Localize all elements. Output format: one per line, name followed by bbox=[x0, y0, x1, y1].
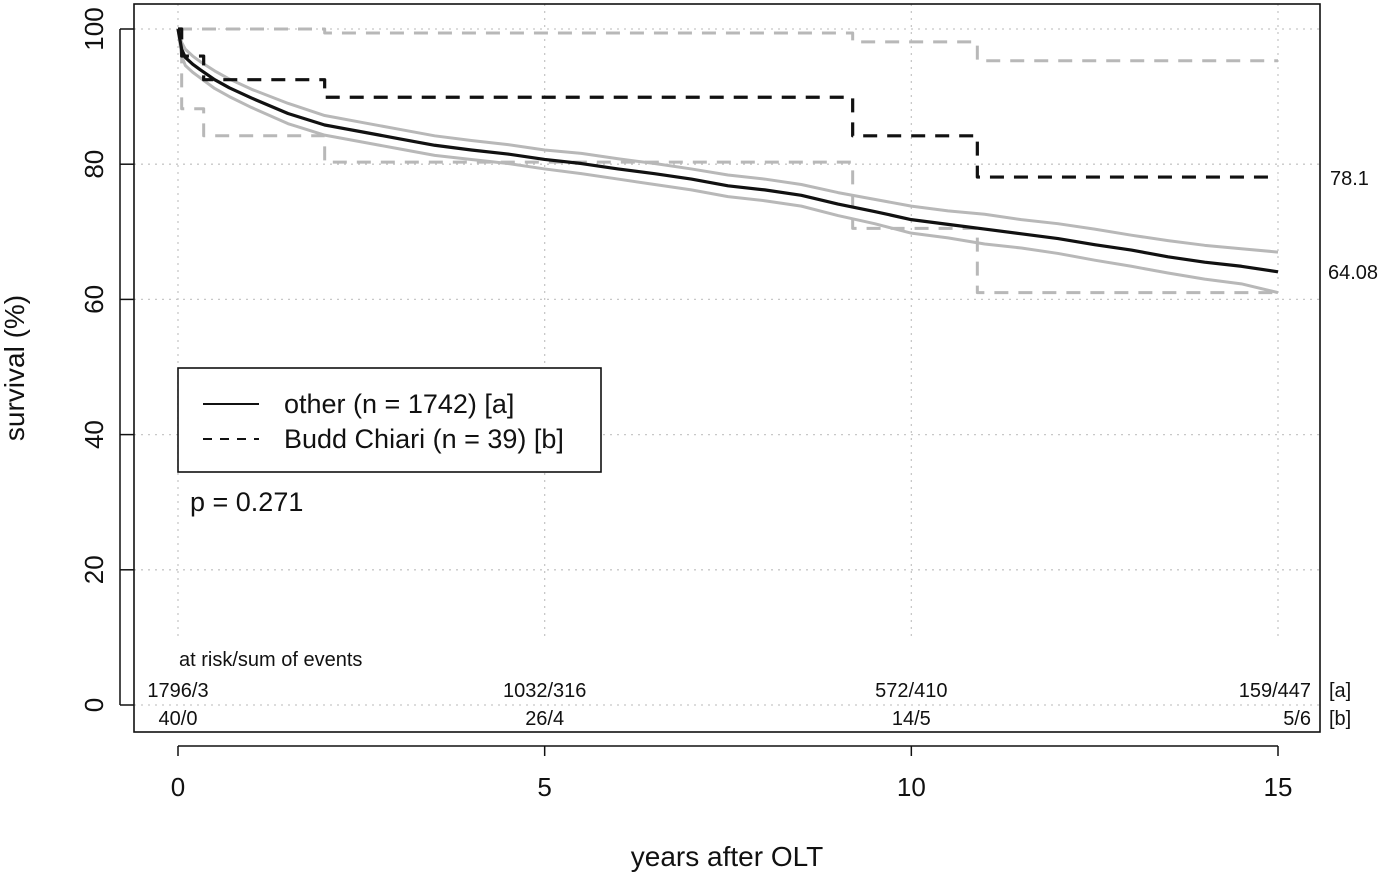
risk-table-cell: 5/6 bbox=[1283, 708, 1311, 730]
y-tick-label: 80 bbox=[79, 150, 109, 179]
x-tick-label: 0 bbox=[171, 772, 185, 802]
risk-table-cell: 1796/3 bbox=[147, 680, 208, 702]
series-layer bbox=[176, 27, 1279, 295]
grid bbox=[134, 4, 1320, 706]
plot-frame bbox=[133, 3, 1321, 733]
risk-table-cell: 14/5 bbox=[892, 708, 931, 730]
series-line-a bbox=[176, 28, 1279, 274]
end-label-b: 78.1 bbox=[1330, 168, 1369, 190]
risk-table-row-tag: [a] bbox=[1329, 680, 1351, 702]
legend-entry-budd-chiari: Budd Chiari (n = 39) [b] bbox=[284, 424, 564, 454]
p-value: p = 0.271 bbox=[190, 487, 303, 517]
y-tick-label: 0 bbox=[79, 698, 109, 712]
series-line-b-ci-lower bbox=[178, 27, 1278, 295]
risk-table: 1796/3 1032/316 572/410 159/447 [a] 40/0 26/4 1… bbox=[147, 680, 1351, 730]
x-tick-label: 10 bbox=[897, 772, 926, 802]
x-tick-label: 5 bbox=[537, 772, 551, 802]
risk-table-header: at risk/sum of events bbox=[179, 649, 362, 671]
risk-table-cell: 26/4 bbox=[525, 708, 564, 730]
legend-entry-other: other (n = 1742) [a] bbox=[284, 389, 514, 419]
y-axis-label: survival (%) bbox=[0, 295, 30, 441]
y-tick-label: 40 bbox=[79, 420, 109, 449]
risk-table-cell: 572/410 bbox=[875, 680, 947, 702]
x-axis-label: years after OLT bbox=[631, 841, 823, 872]
risk-table-cell: 159/447 bbox=[1239, 680, 1311, 702]
x-tick-label: 15 bbox=[1264, 772, 1293, 802]
series-line-b-ci-upper bbox=[178, 27, 1278, 63]
risk-table-cell: 40/0 bbox=[159, 708, 198, 730]
legend-box bbox=[177, 367, 602, 473]
y-tick-label: 20 bbox=[79, 555, 109, 584]
axes: 0 20 40 60 80 100 0 5 10 15 bbox=[79, 7, 1292, 802]
risk-table-row-tag: [b] bbox=[1329, 708, 1351, 730]
legend: other (n = 1742) [a] Budd Chiari (n = 39… bbox=[177, 367, 602, 473]
risk-table-cell: 1032/316 bbox=[503, 680, 586, 702]
series-line-a-ci-lower bbox=[176, 28, 1279, 295]
y-tick-label: 100 bbox=[79, 7, 109, 50]
series-line-b bbox=[178, 27, 1278, 179]
series-line-a-ci-upper bbox=[176, 28, 1279, 254]
end-label-a: 64.08 bbox=[1328, 262, 1378, 284]
y-tick-label: 60 bbox=[79, 285, 109, 314]
